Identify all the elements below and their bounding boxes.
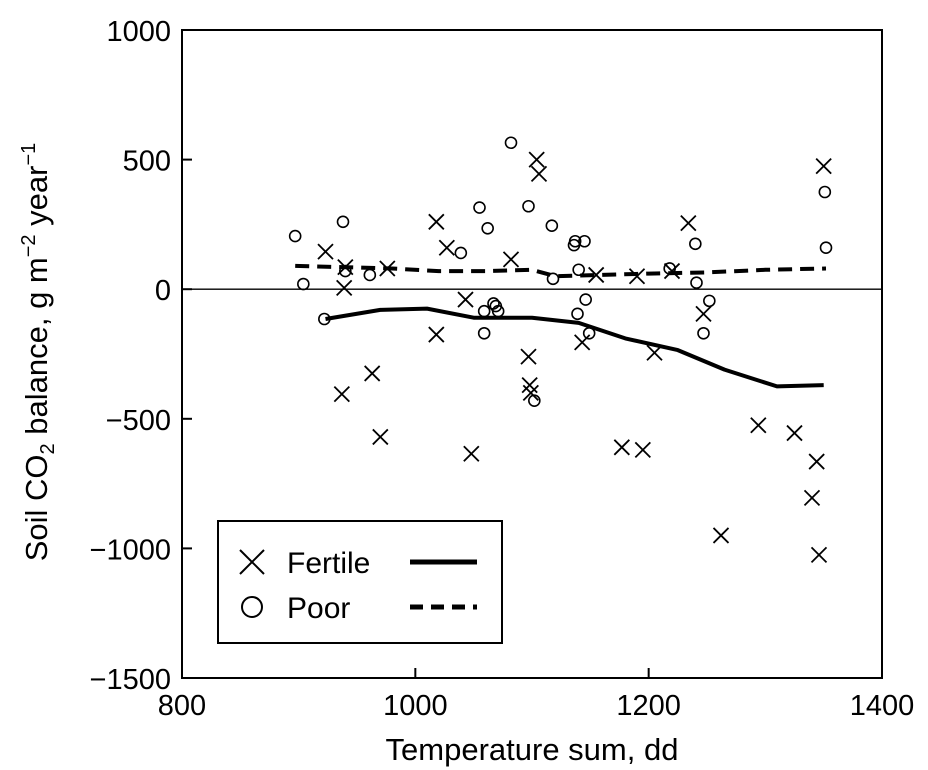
fertile-point <box>588 266 605 284</box>
poor-point <box>689 237 702 251</box>
poor-point <box>578 234 591 248</box>
fertile-point <box>613 439 630 456</box>
poor-point <box>572 263 585 277</box>
y-axis-label: Soil CO2 balance, g m−2 year−1 <box>18 143 59 562</box>
poor-point <box>703 294 716 308</box>
x-axis-label: Temperature sum, dd <box>386 732 679 767</box>
poor-point <box>288 229 302 243</box>
poor-point <box>318 312 331 326</box>
y-tick-label: −1500 <box>90 664 171 696</box>
fertile-point <box>810 546 828 564</box>
fertile-point <box>372 428 389 446</box>
fertile-point <box>520 348 537 365</box>
data-markers <box>288 136 833 564</box>
y-axis-label-prefix: Soil CO <box>19 454 54 561</box>
fertile-point <box>646 344 663 361</box>
fertile-point <box>457 291 474 308</box>
poor-point <box>582 326 596 340</box>
poor-point <box>477 326 491 340</box>
poor-point <box>697 326 710 340</box>
fertile-point <box>680 214 697 232</box>
fertile-point <box>634 441 651 459</box>
fertile-point <box>463 445 480 462</box>
poor-point <box>522 199 535 213</box>
poor-point <box>568 234 582 248</box>
fertile-point <box>336 279 353 297</box>
poor-point <box>571 307 584 321</box>
fertile-point <box>379 260 396 277</box>
fertile-point <box>695 305 712 322</box>
trend-lines <box>295 263 827 389</box>
legend: Fertile Poor <box>217 520 503 644</box>
poor-point <box>546 272 560 286</box>
fertile-point <box>750 417 767 434</box>
legend-box <box>217 520 503 644</box>
poor-point <box>454 246 468 260</box>
legend-marker-fertile <box>239 549 265 575</box>
y-tick-label: 1000 <box>106 16 171 48</box>
x-tick-label: 1000 <box>383 690 448 722</box>
poor-point <box>297 277 310 291</box>
fertile-point <box>786 424 803 442</box>
fertile-point <box>815 157 832 175</box>
fertile-point <box>502 251 520 268</box>
poor-point <box>545 219 559 232</box>
x-tick-label: 800 <box>158 690 206 722</box>
fertile-point <box>333 386 350 403</box>
fertile-point <box>663 262 681 280</box>
poor-point <box>491 304 505 318</box>
x-tick-label: 1200 <box>616 690 681 722</box>
fertile-point <box>530 165 548 182</box>
poor-point <box>363 268 377 282</box>
trend-line-poor <box>295 263 827 279</box>
y-tick-label: −1000 <box>90 534 171 566</box>
fertile-point <box>522 384 539 402</box>
poor-point <box>818 185 832 199</box>
y-axis-label-mid: balance, g m <box>19 257 54 443</box>
fertile-point <box>364 365 381 382</box>
fertile-point <box>628 268 646 285</box>
y-tick-label: −500 <box>106 405 171 437</box>
fertile-point <box>803 489 821 506</box>
fertile-point <box>317 243 334 260</box>
legend-label-fertile: Fertile <box>287 547 370 580</box>
poor-point <box>504 136 518 150</box>
fertile-point <box>528 151 545 168</box>
poor-point <box>477 304 491 318</box>
x-tick-label: 1400 <box>850 690 915 722</box>
poor-point <box>528 394 541 407</box>
y-axis-label-sup1: −2 <box>18 234 40 257</box>
y-tick-label: 500 <box>123 146 171 178</box>
poor-point <box>819 241 833 255</box>
y-tick-label: 0 <box>155 275 171 307</box>
poor-point <box>473 201 486 214</box>
fertile-point <box>521 376 538 394</box>
fertile-point <box>808 453 825 470</box>
y-ticks: 1000 500 0 −500 −1000 −1500 <box>90 16 192 696</box>
y-axis-label-mid2: year <box>19 166 54 235</box>
poor-point <box>663 262 676 275</box>
poor-point <box>336 215 350 229</box>
poor-point <box>579 293 592 306</box>
fertile-point <box>428 326 445 343</box>
legend-marker-poor <box>241 596 263 618</box>
plot-frame <box>181 29 883 679</box>
y-axis-label-sub: 2 <box>37 443 59 454</box>
fertile-point <box>428 213 445 230</box>
fertile-point <box>574 334 591 351</box>
fertile-point <box>712 527 730 544</box>
trend-line-fertile <box>325 306 824 389</box>
legend-label-poor: Poor <box>287 592 350 625</box>
poor-point <box>690 276 703 290</box>
x-ticks: 800 1000 1200 1400 <box>158 668 914 722</box>
axes: 800 1000 1200 1400 1000 500 0 −500 −1000 −1500 <box>90 16 915 722</box>
fertile-point <box>438 239 455 256</box>
y-axis-label-sup2: −1 <box>18 143 40 166</box>
poor-point <box>339 264 352 278</box>
poor-point <box>481 221 494 235</box>
